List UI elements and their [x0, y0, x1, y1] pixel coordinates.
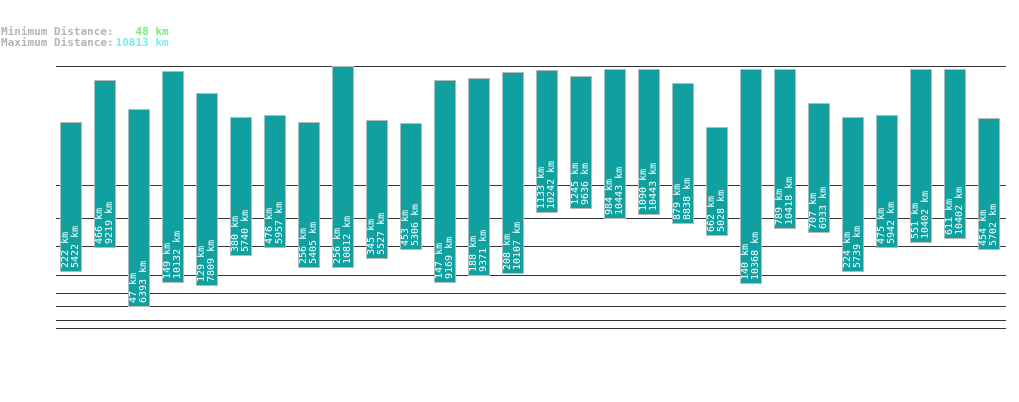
- grid-line: [56, 275, 1006, 276]
- distance-bar: 879 km 8838 km: [672, 83, 694, 224]
- distance-bar: 454 km 5702 km: [978, 118, 1000, 250]
- bar-label: 466 km 9219 km: [95, 81, 115, 244]
- distance-bar: 789 km 10418 km: [774, 69, 796, 229]
- bar-label: 453 km 5306 km: [401, 124, 421, 246]
- distance-bar: 707 km 6933 km: [808, 103, 830, 233]
- bar-max-label: 9219 km: [104, 201, 115, 244]
- min-distance-value: 48 km: [135, 25, 169, 38]
- bar-label: 345 km 5527 km: [367, 121, 387, 255]
- grid-line: [56, 218, 1006, 219]
- bar-label: 454 km 5702 km: [979, 119, 999, 246]
- bar-max-label: 10132 km: [172, 230, 183, 279]
- bar-max-label: 10368 km: [750, 231, 761, 280]
- distance-bar: 208 km 10107 km: [502, 72, 524, 274]
- bar-label: 256 km 5405 km: [299, 123, 319, 264]
- bar-label: 1245 km 9636 km: [571, 77, 591, 205]
- bar-label: 1090 km 10443 km: [639, 70, 659, 211]
- bar-max-label: 5028 km: [716, 189, 727, 232]
- max-distance-value: 10813 km: [115, 36, 169, 49]
- max-distance-label: Maximum Distance:: [1, 36, 114, 49]
- distance-bar: 147 km 9169 km: [434, 80, 456, 283]
- distance-bar: 256 km 5405 km: [298, 122, 320, 268]
- bar-max-label: 10402 km: [920, 190, 931, 239]
- bar-max-label: 5527 km: [376, 212, 387, 255]
- bar-label: 707 km 6933 km: [809, 104, 829, 229]
- distance-bar: 149 km 10132 km: [162, 71, 184, 283]
- min-distance-label: Minimum Distance:: [1, 25, 114, 38]
- bar-max-label: 10443 km: [648, 162, 659, 211]
- bar-label: 149 km 10132 km: [163, 79, 183, 279]
- distance-bar: 1090 km 10443 km: [638, 69, 660, 215]
- distance-bar: 256 km 10812 km: [332, 66, 354, 268]
- grid-line: [56, 293, 1006, 294]
- distance-bar: 475 km 5942 km: [876, 115, 898, 248]
- bar-max-label: 5422 km: [70, 225, 81, 268]
- bar-label: 662 km 5028 km: [707, 128, 727, 232]
- distance-bar: 380 km 5740 km: [230, 117, 252, 256]
- bar-label: 188 km 9371 km: [469, 79, 489, 272]
- bar-label: 380 km 5740 km: [231, 118, 251, 252]
- bar-max-label: 10402 km: [954, 186, 965, 235]
- distance-bar: 466 km 9219 km: [94, 80, 116, 248]
- bar-max-label: 10418 km: [784, 176, 795, 225]
- distance-bar: 345 km 5527 km: [366, 120, 388, 259]
- bar-label: 222 km 5422 km: [61, 123, 81, 268]
- bar-max-label: 10812 km: [342, 215, 353, 264]
- grid-line: [56, 328, 1006, 329]
- max-distance-stat: Maximum Distance: 10813 km: [1, 37, 169, 48]
- bar-max-label: 10242 km: [546, 160, 557, 209]
- bar-max-label: 6933 km: [818, 186, 829, 229]
- bar-max-label: 5405 km: [308, 221, 319, 264]
- distance-bar: 140 km 10368 km: [740, 69, 762, 284]
- bar-max-label: 9636 km: [580, 162, 591, 205]
- bar-max-label: 10443 km: [614, 166, 625, 215]
- grid-line: [56, 306, 1006, 307]
- bar-max-label: 7809 km: [206, 239, 217, 282]
- grid-line: [56, 320, 1006, 321]
- bar-label: 475 km 5942 km: [877, 116, 897, 244]
- distance-bar: 662 km 5028 km: [706, 127, 728, 236]
- bar-label: 208 km 10107 km: [503, 73, 523, 270]
- bar-label: 140 km 10368 km: [741, 80, 761, 280]
- grid-line: [56, 246, 1006, 247]
- bar-label: 879 km 8838 km: [673, 84, 693, 220]
- bar-max-label: 5306 km: [410, 203, 421, 246]
- bar-label: 551 km 10402 km: [911, 70, 931, 239]
- bar-max-label: 9169 km: [444, 236, 455, 279]
- bar-label: 476 km 5957 km: [265, 116, 285, 244]
- min-distance-stat: Minimum Distance: 48 km: [1, 26, 169, 37]
- bar-max-label: 5739 km: [852, 225, 863, 268]
- grid-line: [56, 66, 1006, 67]
- distance-bar: 551 km 10402 km: [910, 69, 932, 243]
- bar-label: 1133 km 10242 km: [537, 71, 557, 209]
- bar-max-label: 5702 km: [988, 203, 999, 246]
- bar-label: 47 km 6393 km: [129, 110, 149, 303]
- bar-max-label: 10107 km: [512, 221, 523, 270]
- bar-max-label: 6393 km: [138, 260, 149, 303]
- distance-bar: 611 km 10402 km: [944, 69, 966, 239]
- bar-label: 129 km 7809 km: [197, 94, 217, 282]
- bar-max-label: 5957 km: [274, 201, 285, 244]
- distance-bar: 224 km 5739 km: [842, 117, 864, 272]
- bar-max-label: 5942 km: [886, 201, 897, 244]
- bar-label: 224 km 5739 km: [843, 118, 863, 268]
- bar-max-label: 5740 km: [240, 209, 251, 252]
- distance-bar: 1133 km 10242 km: [536, 70, 558, 213]
- distance-bar: 188 km 9371 km: [468, 78, 490, 276]
- bar-label: 147 km 9169 km: [435, 81, 455, 279]
- distance-bar: 222 km 5422 km: [60, 122, 82, 272]
- distance-bar: 1245 km 9636 km: [570, 76, 592, 209]
- bar-max-label: 9371 km: [478, 229, 489, 272]
- distance-bar: 476 km 5957 km: [264, 115, 286, 248]
- bar-label: 984 km 10443 km: [605, 70, 625, 215]
- bar-label: 789 km 10418 km: [775, 70, 795, 225]
- distance-bar: 129 km 7809 km: [196, 93, 218, 286]
- distance-bar: 453 km 5306 km: [400, 123, 422, 250]
- bar-label: 256 km 10812 km: [333, 67, 353, 264]
- distance-bar: 984 km 10443 km: [604, 69, 626, 219]
- grid-line: [56, 185, 1006, 186]
- bar-label: 611 km 10402 km: [945, 70, 965, 235]
- distance-bar: 47 km 6393 km: [128, 109, 150, 307]
- bar-max-label: 8838 km: [682, 177, 693, 220]
